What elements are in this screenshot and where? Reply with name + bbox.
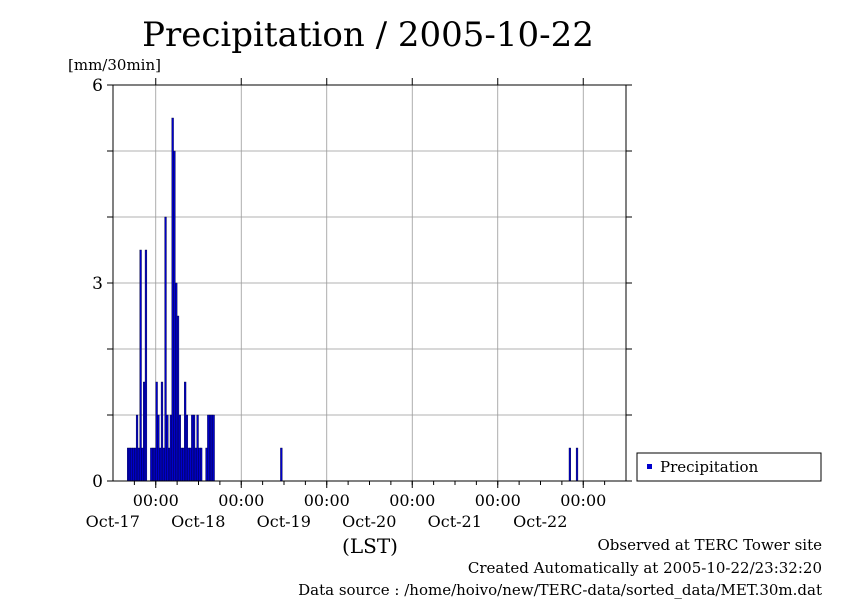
precipitation-bar <box>212 414 215 482</box>
footer-created-timestamp: Created Automatically at 2005-10-22/23:3… <box>467 559 822 577</box>
legend: Precipitation <box>636 452 822 482</box>
precipitation-bar <box>191 414 194 482</box>
x-tick-time-label: 00:00 <box>304 491 350 510</box>
precipitation-bar <box>168 447 171 482</box>
x-tick-date-label: Oct-21 <box>428 512 482 531</box>
precipitation-bar <box>182 447 185 482</box>
precipitation-bar <box>175 282 178 482</box>
footer-data-source: Data source : /home/hoivo/new/TERC-data/… <box>298 581 822 599</box>
precipitation-bar <box>155 381 158 482</box>
precipitation-bar <box>157 414 160 482</box>
bar-series-precipitation <box>127 117 579 482</box>
y-axis: 0 3 6 <box>92 76 632 492</box>
precipitation-bar <box>127 447 130 482</box>
precipitation-bar <box>160 381 164 482</box>
precipitation-bar <box>151 447 155 482</box>
precipitation-bar <box>205 447 208 482</box>
precipitation-bar <box>176 315 180 482</box>
y-tick-label: 3 <box>92 274 103 294</box>
precipitation-bar <box>187 447 190 482</box>
legend-label-precipitation: Precipitation <box>660 458 759 476</box>
x-tick-date-label: Oct-17 <box>86 512 140 531</box>
precipitation-bar <box>144 249 148 482</box>
precipitation-bar <box>139 249 142 482</box>
x-tick-time-label: 00:00 <box>475 491 521 510</box>
y-tick-label: 6 <box>92 76 103 96</box>
footer-observed-site: Observed at TERC Tower site <box>597 536 822 554</box>
precipitation-bar <box>173 150 176 482</box>
precipitation-bar <box>153 447 156 482</box>
precipitation-bar <box>208 414 212 482</box>
x-tick-time-label: 00:00 <box>218 491 264 510</box>
legend-swatch-precipitation <box>647 464 652 469</box>
precipitation-bar <box>169 414 172 482</box>
legend-box <box>636 452 822 482</box>
x-tick-date-label: Oct-20 <box>342 512 396 531</box>
chart-title: Precipitation / 2005-10-22 <box>142 15 594 55</box>
precipitation-bar <box>166 414 169 482</box>
precipitation-bar <box>171 117 174 482</box>
precipitation-bar <box>575 447 579 482</box>
precipitation-bar <box>200 447 203 482</box>
x-axis: 00:00 Oct-17 00:00 Oct-18 00:00 Oct-19 00:00 Oc… <box>86 78 606 531</box>
precipitation-bar <box>150 447 153 482</box>
precipitation-bar <box>178 414 181 482</box>
precipitation-bar <box>192 414 196 482</box>
x-tick-date-label: Oct-22 <box>513 512 567 531</box>
precipitation-bar <box>184 381 187 482</box>
grid-lines <box>113 85 626 481</box>
precipitation-bar <box>132 447 135 482</box>
precipitation-bar <box>280 447 283 482</box>
precipitation-bar <box>137 447 140 482</box>
precipitation-bar <box>143 381 146 482</box>
precipitation-bar <box>180 447 183 482</box>
precipitation-bar <box>568 447 571 482</box>
precipitation-bar <box>185 414 189 482</box>
precipitation-bar <box>194 447 197 482</box>
precipitation-bar <box>162 447 165 482</box>
precipitation-bar <box>159 447 162 482</box>
precipitation-bar <box>189 447 192 482</box>
precipitation-bar <box>210 414 213 482</box>
precipitation-bar <box>198 447 201 482</box>
x-tick-date-label: Oct-18 <box>171 512 225 531</box>
precipitation-bar <box>134 447 137 482</box>
x-tick-time-label: 00:00 <box>133 491 179 510</box>
precipitation-bar <box>196 414 199 482</box>
precipitation-bar <box>130 447 133 482</box>
precipitation-bar <box>164 216 167 482</box>
y-tick-label: 0 <box>92 472 103 492</box>
precipitation-bar <box>128 447 132 482</box>
x-tick-time-label: 00:00 <box>560 491 606 510</box>
precipitation-bar <box>135 414 139 482</box>
y-axis-unit-label: [mm/30min] <box>68 56 161 74</box>
x-tick-date-label: Oct-19 <box>257 512 311 531</box>
x-tick-time-label: 00:00 <box>389 491 435 510</box>
precipitation-bar <box>141 447 144 482</box>
x-axis-label: (LST) <box>342 534 398 558</box>
precipitation-bar <box>207 414 210 482</box>
